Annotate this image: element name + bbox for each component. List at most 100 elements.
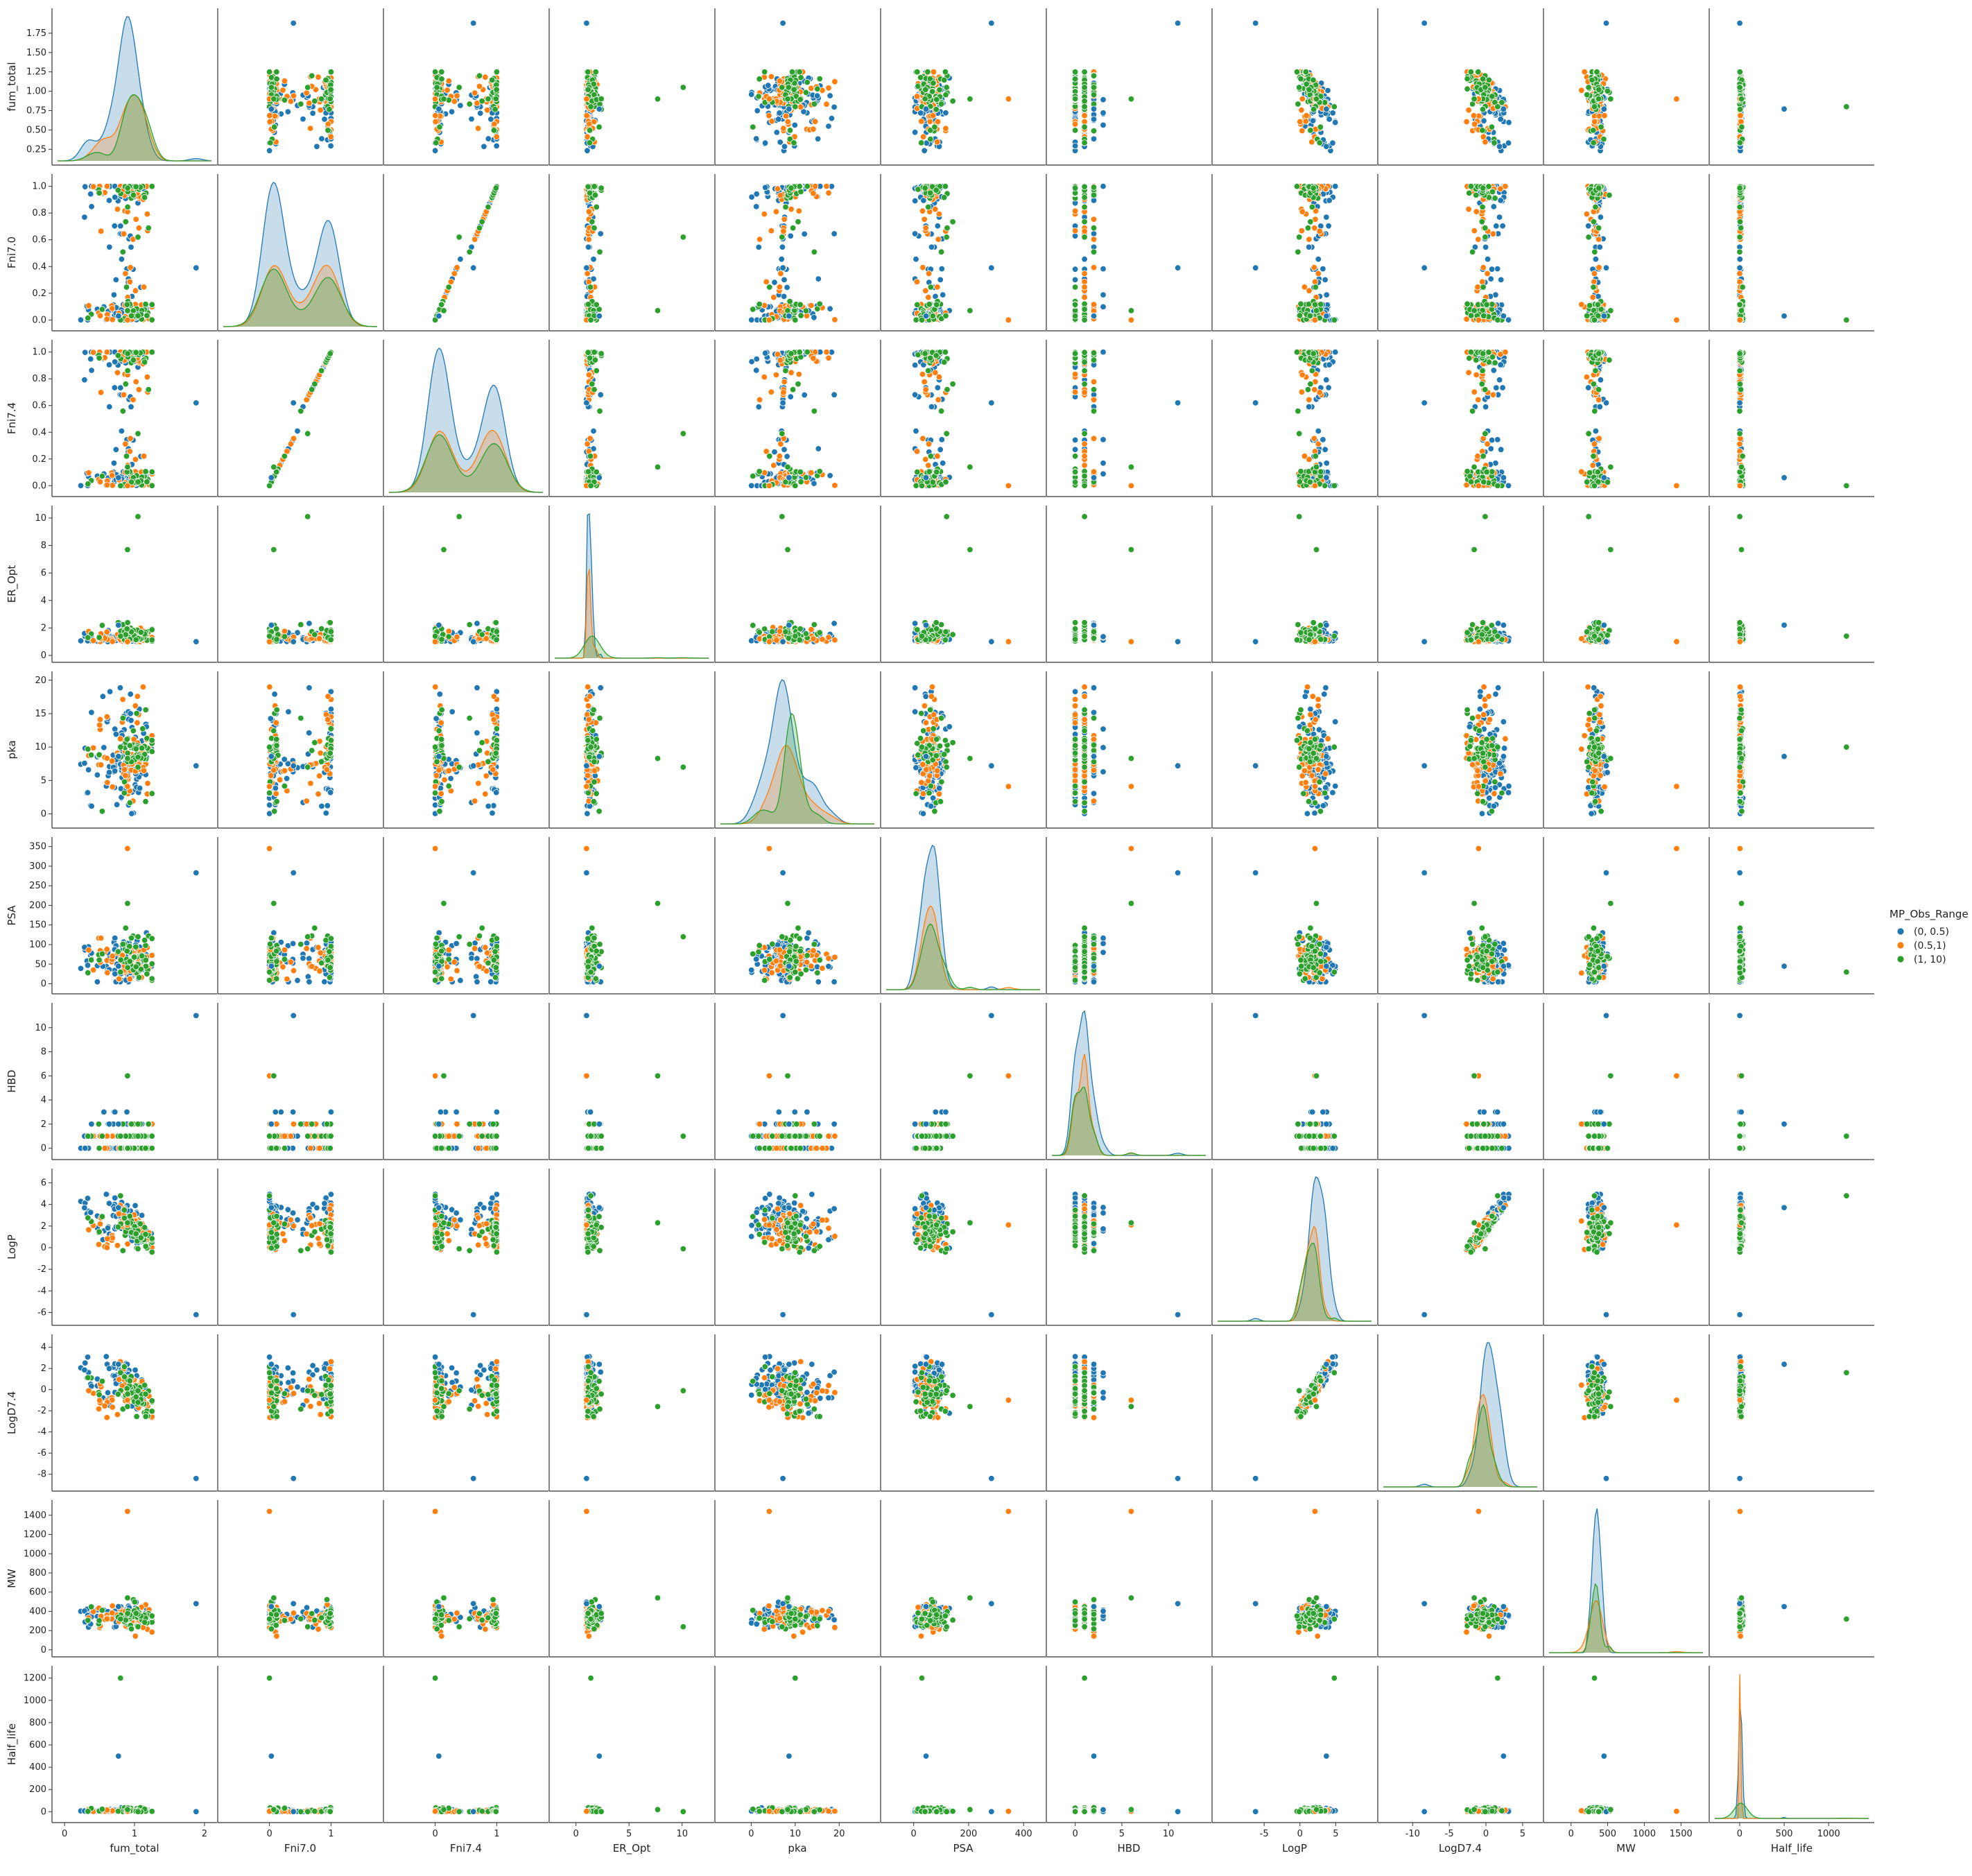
data-point (328, 143, 334, 149)
data-point (327, 96, 334, 102)
data-point (815, 136, 821, 142)
data-point (761, 69, 768, 75)
data-point (769, 119, 775, 125)
data-point (494, 134, 500, 140)
data-point (748, 92, 754, 98)
data-point (285, 109, 291, 115)
data-point (753, 136, 759, 142)
data-point (756, 76, 763, 83)
data-point (485, 96, 492, 102)
data-point (786, 106, 793, 112)
data-point (941, 77, 947, 83)
data-point (781, 144, 788, 150)
data-point (1100, 110, 1107, 117)
data-point (937, 87, 943, 93)
data-point (967, 96, 974, 102)
data-point (785, 96, 791, 102)
data-point (785, 119, 791, 125)
data-point (768, 74, 775, 80)
panel-fum_total-vs-Fni7.4 (383, 8, 548, 165)
data-point (811, 126, 817, 132)
data-point (588, 104, 594, 110)
data-point (306, 100, 313, 106)
data-point (933, 106, 940, 112)
data-point (449, 109, 455, 115)
data-point (922, 148, 928, 154)
data-point (811, 101, 818, 107)
data-point (291, 20, 297, 26)
data-point (328, 134, 334, 140)
data-point (484, 107, 490, 114)
data-point (596, 106, 603, 112)
data-point (1091, 136, 1097, 142)
data-point (476, 83, 483, 89)
panel-fum_total-vs-PSA (881, 8, 1046, 165)
data-point (655, 96, 661, 102)
data-point (472, 90, 478, 96)
data-point (938, 101, 944, 107)
data-point (585, 69, 591, 75)
data-point (585, 87, 591, 93)
data-point (923, 106, 929, 112)
data-point (824, 101, 830, 107)
data-point (1100, 96, 1107, 103)
data-point (476, 73, 483, 79)
data-point (797, 104, 804, 110)
panel-fum_total-vs-ER_Opt (549, 8, 714, 165)
data-point (587, 128, 593, 134)
data-point (432, 148, 438, 154)
data-point (312, 98, 318, 104)
data-point (596, 124, 603, 130)
data-point (454, 93, 460, 99)
data-point (777, 110, 783, 117)
data-point (271, 124, 277, 130)
data-point (756, 94, 762, 100)
data-point (923, 87, 929, 93)
data-point (436, 106, 442, 112)
y-tick-label: 0.25 (26, 144, 46, 155)
data-point (267, 112, 273, 119)
data-point (917, 75, 924, 81)
data-point (587, 140, 593, 146)
data-point (776, 117, 782, 123)
data-point (494, 69, 500, 75)
data-point (493, 96, 499, 102)
data-point (1072, 143, 1078, 149)
data-point (300, 116, 306, 122)
data-point (479, 98, 485, 104)
y-tick-label: 0.75 (26, 105, 46, 116)
data-point (304, 85, 311, 91)
data-point (304, 90, 310, 96)
data-point (804, 79, 811, 85)
data-point (323, 77, 329, 83)
data-point (925, 69, 931, 75)
data-point (789, 69, 795, 75)
data-point (798, 75, 804, 81)
data-point (328, 87, 334, 93)
data-point (781, 126, 787, 132)
data-point (791, 140, 797, 146)
data-point (475, 126, 481, 132)
data-point (307, 126, 313, 132)
data-point (451, 98, 458, 105)
data-point (325, 128, 331, 134)
data-point (485, 136, 492, 142)
data-point (593, 69, 599, 75)
data-point (750, 124, 756, 130)
data-point (826, 123, 832, 130)
y-tick-label: 0.50 (26, 125, 46, 135)
data-point (931, 69, 937, 75)
data-point (793, 104, 799, 110)
data-point (598, 96, 605, 102)
data-point (456, 85, 462, 91)
data-point (591, 119, 598, 125)
data-point (315, 74, 322, 80)
data-point (433, 140, 440, 146)
data-point (469, 116, 475, 122)
data-point (933, 96, 940, 103)
data-point (433, 112, 439, 119)
data-point (935, 119, 941, 125)
panel-fum_total-vs-HBD (1046, 8, 1211, 165)
data-point (920, 134, 926, 140)
